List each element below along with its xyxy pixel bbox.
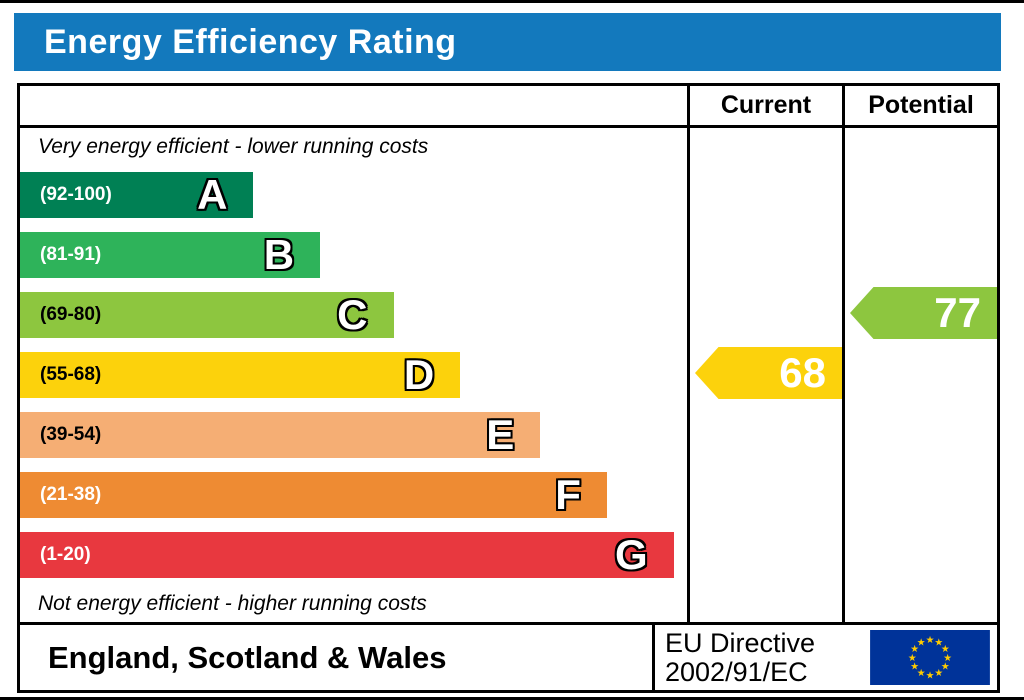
svg-text:★: ★ xyxy=(926,671,935,682)
current-rating-value: 68 xyxy=(779,349,826,396)
band-row-g: (1-20) G xyxy=(20,525,687,585)
band-g-range: (1-20) xyxy=(40,544,91,565)
current-column-header: Current xyxy=(687,86,842,125)
band-b: (81-91) B xyxy=(20,231,321,278)
current-column: 68 xyxy=(687,128,842,622)
band-e-letter: E xyxy=(486,411,515,458)
band-b-letter: B xyxy=(263,231,295,278)
eu-directive-line1: EU Directive xyxy=(665,627,816,658)
band-f-letter: F xyxy=(555,471,581,518)
potential-rating-arrow: 77 xyxy=(850,287,997,339)
eu-flag-icon: ★ ★ ★ ★ ★ ★ ★ ★ ★ ★ ★ ★ xyxy=(870,630,990,685)
svg-text:★: ★ xyxy=(910,644,919,655)
svg-text:★: ★ xyxy=(934,668,943,679)
svg-text:★: ★ xyxy=(941,662,950,673)
band-f: (21-38) F xyxy=(20,472,607,518)
rating-bands-area: Very energy efficient - lower running co… xyxy=(20,128,687,622)
band-e: (39-54) E xyxy=(20,411,541,458)
band-a: (92-100) A xyxy=(20,171,254,218)
potential-column: 77 xyxy=(842,128,997,622)
table-body-row: Very energy efficient - lower running co… xyxy=(20,128,997,622)
title-banner: Energy Efficiency Rating xyxy=(14,13,1001,71)
current-rating-arrow: 68 xyxy=(695,347,842,399)
band-d-letter: D xyxy=(403,351,435,398)
band-b-range: (81-91) xyxy=(40,244,102,265)
svg-text:★: ★ xyxy=(917,638,926,649)
band-row-d: (55-68) D xyxy=(20,345,687,405)
band-c-range: (69-80) xyxy=(40,304,102,325)
band-d: (55-68) D xyxy=(20,351,461,398)
band-a-range: (92-100) xyxy=(40,184,112,205)
eu-directive-label: EU Directive 2002/91/EC xyxy=(665,627,816,687)
svg-text:★: ★ xyxy=(934,638,943,649)
region-label: England, Scotland & Wales xyxy=(48,639,447,675)
band-g: (1-20) G xyxy=(20,532,674,578)
band-g-letter: G xyxy=(614,531,648,578)
chart-header-cell xyxy=(20,86,687,125)
svg-text:★: ★ xyxy=(910,662,919,673)
svg-text:★: ★ xyxy=(908,653,917,664)
potential-column-header: Potential xyxy=(842,86,997,125)
svg-text:★: ★ xyxy=(941,644,950,655)
table-header-row: Current Potential xyxy=(20,86,997,128)
band-row-e: (39-54) E xyxy=(20,405,687,465)
rating-table: Current Potential Very energy efficient … xyxy=(17,83,1000,625)
band-c: (69-80) C xyxy=(20,292,394,338)
eu-directive-line2: 2002/91/EC xyxy=(665,656,808,687)
band-c-letter: C xyxy=(337,291,368,338)
footer-bar: England, Scotland & Wales EU Directive 2… xyxy=(17,625,1000,693)
band-row-f: (21-38) F xyxy=(20,465,687,525)
potential-rating-value: 77 xyxy=(934,289,981,336)
svg-text:★: ★ xyxy=(943,653,952,664)
band-row-a: (92-100) A xyxy=(20,165,687,225)
band-row-c: (69-80) C xyxy=(20,285,687,345)
top-note: Very energy efficient - lower running co… xyxy=(38,134,429,158)
bottom-note: Not energy efficient - higher running co… xyxy=(38,591,427,615)
svg-text:★: ★ xyxy=(917,668,926,679)
band-f-range: (21-38) xyxy=(40,484,102,505)
band-d-range: (55-68) xyxy=(40,364,102,385)
eu-directive-section: EU Directive 2002/91/EC ★ ★ ★ ★ ★ ★ ★ ★ … xyxy=(652,625,997,690)
band-e-range: (39-54) xyxy=(40,424,102,445)
band-row-b: (81-91) B xyxy=(20,225,687,285)
band-a-letter: A xyxy=(197,171,228,218)
svg-text:★: ★ xyxy=(926,635,935,646)
page-title: Energy Efficiency Rating xyxy=(44,22,457,61)
